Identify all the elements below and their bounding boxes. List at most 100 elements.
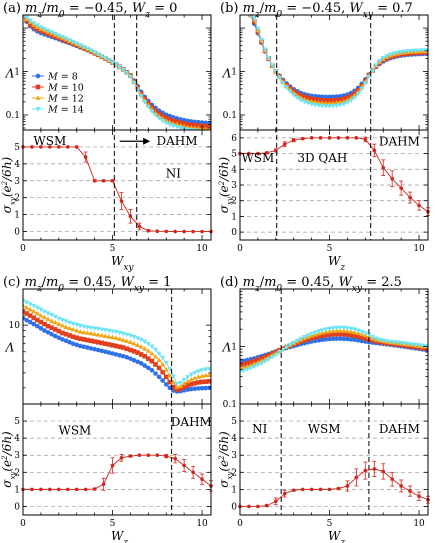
series-point-3: [398, 49, 404, 55]
series-point-2: [185, 378, 191, 384]
legend-label: M = 14: [47, 105, 84, 116]
sigma-point: [128, 454, 133, 458]
y-tick-label-bottom: 0: [14, 502, 20, 512]
series-point-3: [99, 327, 105, 333]
series-point-2: [149, 350, 155, 356]
sigma-axis-label-part: xy: [226, 196, 234, 205]
series-point-3: [138, 94, 144, 99]
series-point-3: [373, 63, 379, 68]
panel-title: (c) mz/m0 = 0.45, Wxy = 1: [3, 275, 171, 294]
series-point-3: [167, 367, 173, 372]
sigma-axis-label-part: 2: [1, 180, 9, 186]
series-point-3: [284, 85, 290, 91]
legend-label-part: = 12: [58, 94, 84, 105]
legend-marker: [35, 73, 41, 79]
series-point-1: [185, 121, 191, 127]
series-point-1: [171, 384, 176, 390]
sigma-line: [240, 137, 429, 213]
sigma-axis-label-part: σ: [0, 479, 14, 488]
series-point-0: [320, 337, 325, 343]
series-point-2: [240, 365, 243, 371]
series-point-1: [42, 321, 47, 327]
x-tick-label: 5: [110, 244, 116, 254]
region-label: WSM: [241, 151, 274, 165]
series-point-1: [359, 335, 365, 340]
y-tick-label-top: 0.1: [6, 111, 20, 121]
series-point-0: [316, 338, 322, 343]
series-point-3: [195, 369, 201, 374]
series-point-1: [196, 123, 201, 128]
series-point-1: [74, 335, 80, 341]
series-point-3: [56, 33, 62, 38]
series-point-3: [409, 342, 415, 347]
series-point-0: [185, 387, 191, 392]
sigma-point: [101, 482, 106, 487]
sigma-axis-label-part: (e: [0, 460, 14, 472]
panel-title-part: = −0.45,: [282, 1, 349, 16]
series-point-3: [309, 331, 315, 337]
sigma-axes-frame: [22, 403, 212, 516]
series-point-3: [341, 102, 347, 107]
sigma-axis-label: σxy(e2/6h): [217, 156, 234, 213]
sigma-axis-label-part: xy: [9, 471, 17, 480]
series-point-1: [171, 118, 176, 124]
sigma-point: [191, 470, 195, 475]
lambda-plot-d: [240, 325, 428, 374]
legend-marker: [35, 95, 41, 100]
series-point-3: [416, 48, 422, 53]
y-tick-label-bottom: 3: [231, 451, 237, 461]
panel-title-part: 0: [58, 284, 64, 294]
y-tick-label-top: 1: [14, 68, 20, 78]
series-point-0: [334, 336, 339, 341]
series-point-3: [113, 62, 119, 68]
series-point-0: [117, 353, 122, 358]
series-point-3: [323, 104, 329, 109]
series-point-3: [127, 333, 133, 339]
sigma-point: [137, 224, 142, 229]
series-point-0: [31, 321, 37, 327]
series-point-3: [135, 336, 141, 341]
series-point-1: [337, 331, 343, 337]
series-point-3: [251, 16, 257, 21]
series-point-0: [138, 361, 144, 366]
series-point-3: [142, 100, 148, 105]
sigma-point: [83, 487, 88, 492]
sigma-axis-label-part: /6h): [0, 156, 14, 181]
sigma-axes-frame: [239, 403, 429, 516]
series-point-2: [52, 319, 58, 325]
series-point-2: [49, 318, 55, 323]
sigma-axis-label-part: (e: [217, 460, 231, 472]
series-point-1: [131, 348, 137, 354]
series-point-3: [77, 43, 83, 48]
sigma-point: [65, 487, 70, 492]
series-point-1: [320, 97, 325, 103]
series-point-3: [52, 314, 58, 320]
series-point-3: [344, 100, 350, 106]
series-point-3: [355, 328, 361, 333]
series-point-2: [301, 96, 307, 102]
sigma-point: [48, 487, 52, 492]
series-point-3: [337, 103, 343, 108]
series-point-0: [203, 385, 208, 391]
x-axis-label-part: z: [339, 263, 345, 273]
series-point-0: [110, 351, 115, 356]
series-point-3: [45, 28, 51, 34]
series-point-3: [167, 122, 173, 128]
series-point-3: [160, 118, 166, 124]
series-point-3: [323, 327, 329, 332]
series-point-3: [266, 56, 272, 61]
panel-title-part: = 0: [150, 1, 177, 16]
series-point-2: [312, 99, 318, 104]
y-tick-label-bottom: 3: [231, 181, 237, 191]
series-point-3: [280, 80, 286, 86]
x-axis-label: Wz: [328, 254, 345, 273]
series-point-1: [178, 120, 183, 126]
series-point-0: [189, 386, 194, 392]
sigma-point: [318, 487, 323, 492]
sigma-point: [354, 136, 359, 140]
sigma-axis-label-part: xy: [9, 196, 17, 205]
series-point-3: [294, 338, 300, 344]
series-point-1: [27, 313, 33, 318]
series-point-2: [41, 314, 48, 320]
